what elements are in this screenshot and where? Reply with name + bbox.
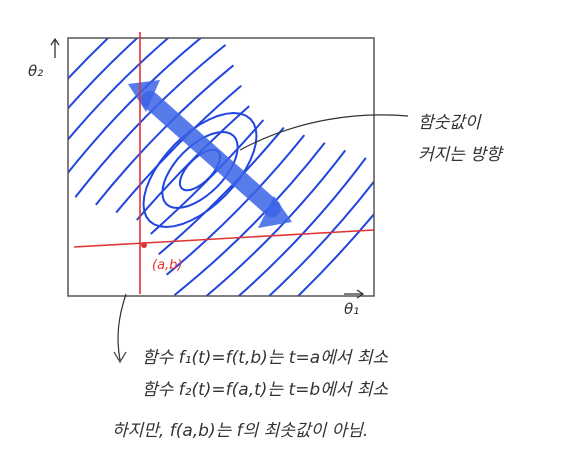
contour-stroke	[174, 142, 326, 296]
horizontal-axis-label: θ₁	[344, 300, 359, 318]
note-line-3: 하지만, f(a,b)는 f의 최솟값이 아님.	[112, 421, 368, 441]
contour-lines	[68, 38, 374, 296]
contour-stroke	[204, 150, 346, 296]
plot-frame	[67, 37, 375, 297]
contour-stroke	[68, 38, 203, 175]
callout-pointer	[239, 114, 409, 151]
note-pointer-head	[113, 351, 127, 364]
contour-stroke	[166, 134, 305, 276]
gradient-arrow	[128, 80, 292, 228]
point-label: (a,b)	[152, 258, 183, 273]
callout-line-1: 함숫값이	[418, 113, 482, 133]
callout-line-2: 커지는 방향	[418, 145, 504, 165]
contour-stroke	[267, 179, 374, 296]
point-a-b	[141, 242, 147, 248]
note-line-1: 함수 f₁(t)=f(t,b)는 t=a에서 최소	[142, 348, 388, 368]
contour-stroke	[68, 38, 139, 110]
gradient-arrowhead-lower	[258, 196, 292, 228]
contour-stroke	[237, 157, 367, 296]
vertical-axis-label: θ₂	[28, 62, 43, 80]
contour-stroke	[68, 38, 110, 81]
vertical-axis-arrow	[50, 37, 60, 58]
contour-stroke	[296, 212, 374, 296]
contour-stroke	[158, 127, 285, 255]
gradient-arrowhead-upper	[128, 80, 160, 112]
contour-stroke	[74, 44, 226, 198]
horizontal-line-theta2-b	[73, 229, 375, 248]
contour-stroke	[95, 64, 234, 206]
note-line-2: 함수 f₂(t)=f(a,t)는 t=b에서 최소	[142, 380, 388, 400]
contour-loop	[142, 111, 258, 229]
contour-stroke	[68, 38, 170, 142]
horizontal-axis-arrow	[344, 289, 365, 299]
note-pointer	[117, 293, 127, 361]
contour-stroke	[115, 85, 242, 213]
